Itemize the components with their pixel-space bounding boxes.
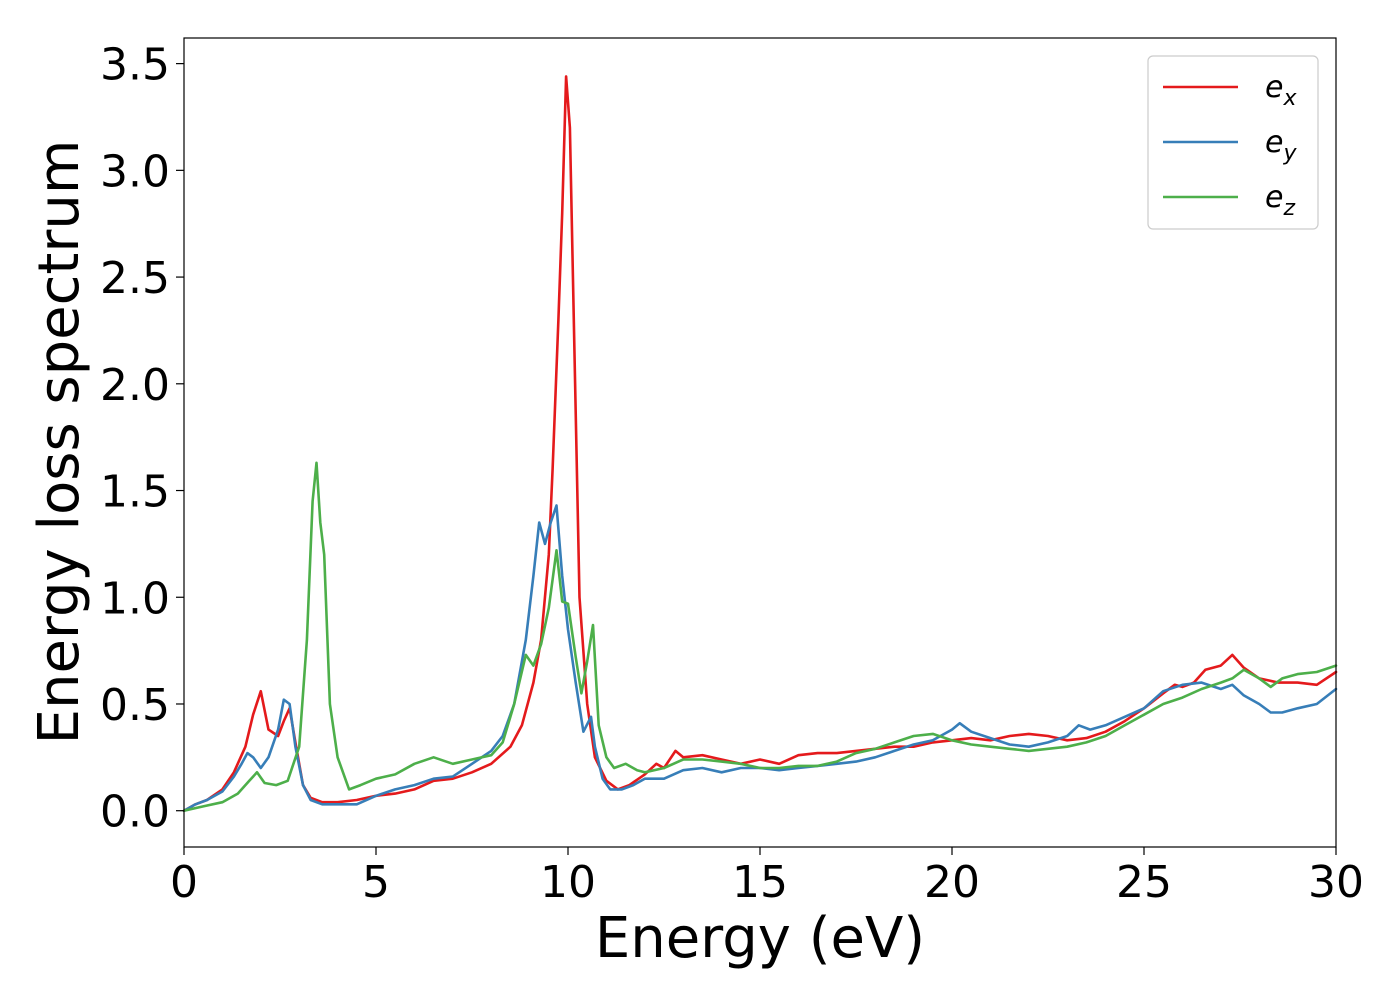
y-tick-label: 1.5	[100, 467, 170, 518]
series-line-ez	[182, 461, 1338, 812]
y-tick-label: 3.0	[100, 146, 170, 197]
y-tick-label: 2.0	[100, 360, 170, 411]
x-tick-label: 25	[1116, 857, 1172, 908]
x-tick-label: 30	[1308, 857, 1364, 908]
x-tick-label: 0	[170, 857, 198, 908]
series-line-ey	[182, 504, 1338, 812]
y-tick-label: 0.0	[100, 787, 170, 838]
y-axis: 0.0 0.5 1.0 1.5 2.0 2.5 3.0 3.5	[100, 40, 184, 838]
x-tick-label: 20	[924, 857, 980, 908]
y-tick-label: 0.5	[100, 680, 170, 731]
y-tick-label: 3.5	[100, 40, 170, 91]
x-axis-title: Energy (eV)	[595, 906, 925, 971]
y-tick-label: 1.0	[100, 573, 170, 624]
x-tick-label: 15	[732, 857, 788, 908]
x-axis: 0 5 10 15 20 25 30	[170, 847, 1364, 908]
x-tick-label: 5	[362, 857, 390, 908]
y-tick-label: 2.5	[100, 253, 170, 304]
series-layer	[182, 75, 1338, 812]
x-tick-label: 10	[540, 857, 596, 908]
y-axis-title: Energy loss spectrum	[27, 140, 92, 745]
